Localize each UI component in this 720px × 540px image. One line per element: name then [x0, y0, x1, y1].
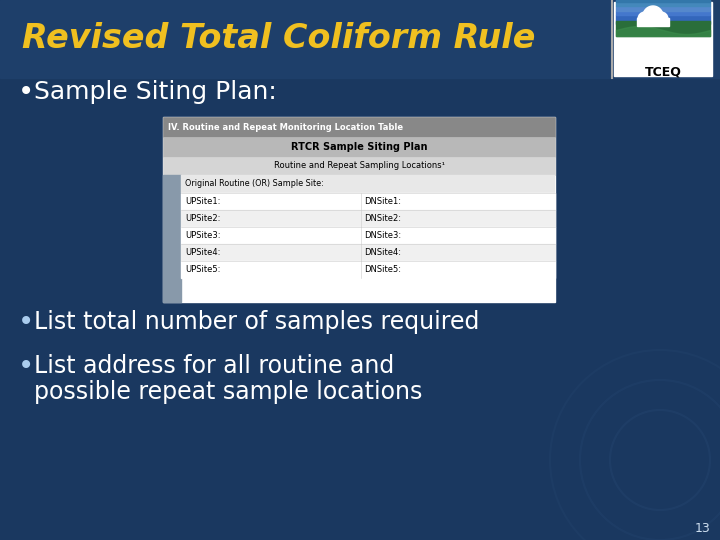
- Bar: [163, 137, 555, 157]
- Text: UPSite1:: UPSite1:: [185, 197, 220, 206]
- Text: 13: 13: [694, 522, 710, 535]
- Circle shape: [643, 6, 663, 26]
- Text: RTCR Sample Siting Plan: RTCR Sample Siting Plan: [291, 142, 427, 152]
- Text: •: •: [18, 308, 35, 336]
- Text: List address for all routine and: List address for all routine and: [34, 354, 395, 378]
- Bar: [637, 18, 669, 26]
- Text: TCEQ: TCEQ: [644, 65, 681, 78]
- Bar: [616, 21, 710, 36]
- Text: •: •: [18, 352, 35, 380]
- Bar: [616, 10, 710, 15]
- Text: IV. Routine and Repeat Monitoring Location Table: IV. Routine and Repeat Monitoring Locati…: [168, 123, 403, 132]
- Bar: [181, 227, 555, 244]
- Bar: [616, 19, 710, 24]
- Text: DNSite5:: DNSite5:: [364, 265, 402, 274]
- Text: Routine and Repeat Sampling Locations¹: Routine and Repeat Sampling Locations¹: [274, 161, 444, 171]
- Text: DNSite2:: DNSite2:: [364, 214, 402, 223]
- Text: Sample Siting Plan:: Sample Siting Plan:: [34, 80, 276, 104]
- Text: Original Routine (OR) Sample Site:: Original Routine (OR) Sample Site:: [185, 179, 324, 188]
- Text: Revised Total Coliform Rule: Revised Total Coliform Rule: [22, 23, 536, 56]
- Text: UPSite4:: UPSite4:: [185, 248, 220, 257]
- Bar: [163, 157, 555, 175]
- Bar: [181, 210, 555, 227]
- Bar: [163, 117, 555, 302]
- Bar: [163, 117, 555, 137]
- Circle shape: [638, 12, 652, 26]
- Text: UPSite2:: UPSite2:: [185, 214, 220, 223]
- Bar: [616, 6, 710, 10]
- Text: DNSite4:: DNSite4:: [364, 248, 402, 257]
- Bar: [181, 244, 555, 261]
- Text: DNSite3:: DNSite3:: [364, 231, 402, 240]
- Text: possible repeat sample locations: possible repeat sample locations: [34, 380, 423, 404]
- Bar: [163, 117, 555, 302]
- Bar: [0, 0, 720, 78]
- Text: List total number of samples required: List total number of samples required: [34, 310, 480, 334]
- Bar: [616, 2, 710, 6]
- Text: •: •: [18, 78, 35, 106]
- Bar: [181, 193, 555, 210]
- Text: DNSite1:: DNSite1:: [364, 197, 402, 206]
- Bar: [616, 15, 710, 19]
- Bar: [181, 175, 555, 193]
- Bar: [163, 175, 181, 302]
- Bar: [616, 0, 710, 2]
- Bar: [614, 2, 712, 76]
- Circle shape: [654, 12, 668, 26]
- Text: UPSite3:: UPSite3:: [185, 231, 220, 240]
- Bar: [181, 261, 555, 278]
- Text: UPSite5:: UPSite5:: [185, 265, 220, 274]
